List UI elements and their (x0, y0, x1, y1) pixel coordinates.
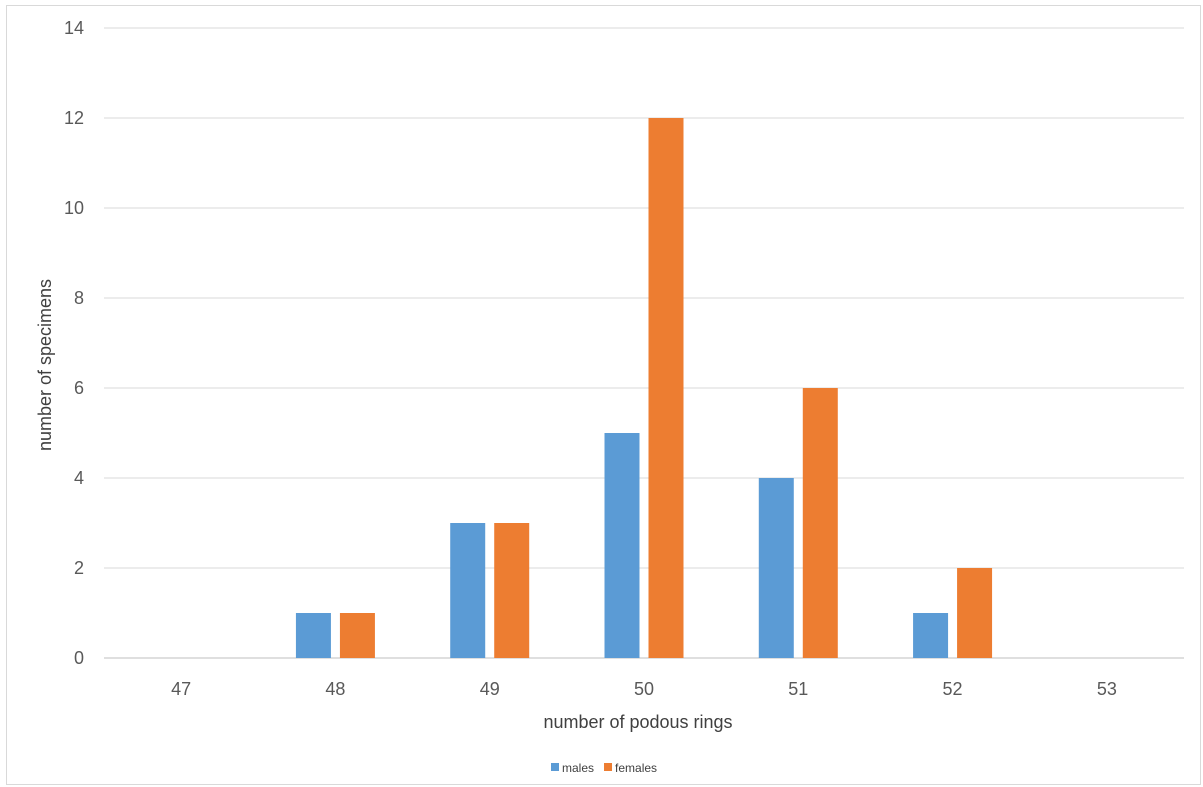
x-tick-label: 52 (943, 679, 963, 699)
y-tick-label: 4 (74, 468, 84, 488)
legend-swatch-males (551, 763, 559, 771)
bar-females-49 (494, 523, 530, 658)
legend-swatch-females (604, 763, 613, 771)
y-tick-label: 6 (74, 378, 84, 398)
bar-females-52 (957, 568, 993, 658)
chart-frame (6, 5, 1201, 785)
bars (295, 118, 993, 658)
y-axis-ticks: 0 2 4 6 8 10 12 14 (64, 18, 84, 668)
bar-males-48 (295, 613, 331, 658)
x-tick-label: 50 (634, 679, 654, 699)
y-tick-label: 14 (64, 18, 84, 38)
x-axis-ticks: 47 48 49 50 51 52 53 (171, 679, 1117, 699)
legend-label-males: males (562, 761, 594, 775)
y-tick-label: 12 (64, 108, 84, 128)
bar-males-51 (758, 478, 794, 658)
gridlines (104, 27, 1184, 659)
y-tick-label: 8 (74, 288, 84, 308)
x-tick-label: 53 (1097, 679, 1117, 699)
bar-males-52 (913, 613, 949, 658)
y-tick-label: 10 (64, 198, 84, 218)
legend: males females (551, 761, 657, 775)
y-tick-label: 2 (74, 558, 84, 578)
x-tick-label: 47 (171, 679, 191, 699)
bar-females-51 (802, 388, 838, 658)
bar-females-48 (339, 613, 375, 658)
x-tick-label: 48 (325, 679, 345, 699)
x-tick-label: 49 (480, 679, 500, 699)
x-axis-title: number of podous rings (543, 712, 732, 732)
y-tick-label: 0 (74, 648, 84, 668)
y-axis-title: number of specimens (35, 279, 55, 451)
legend-label-females: females (615, 761, 657, 775)
x-tick-label: 51 (788, 679, 808, 699)
bar-males-50 (604, 433, 640, 658)
bar-males-49 (450, 523, 486, 658)
bar-females-50 (648, 118, 684, 658)
